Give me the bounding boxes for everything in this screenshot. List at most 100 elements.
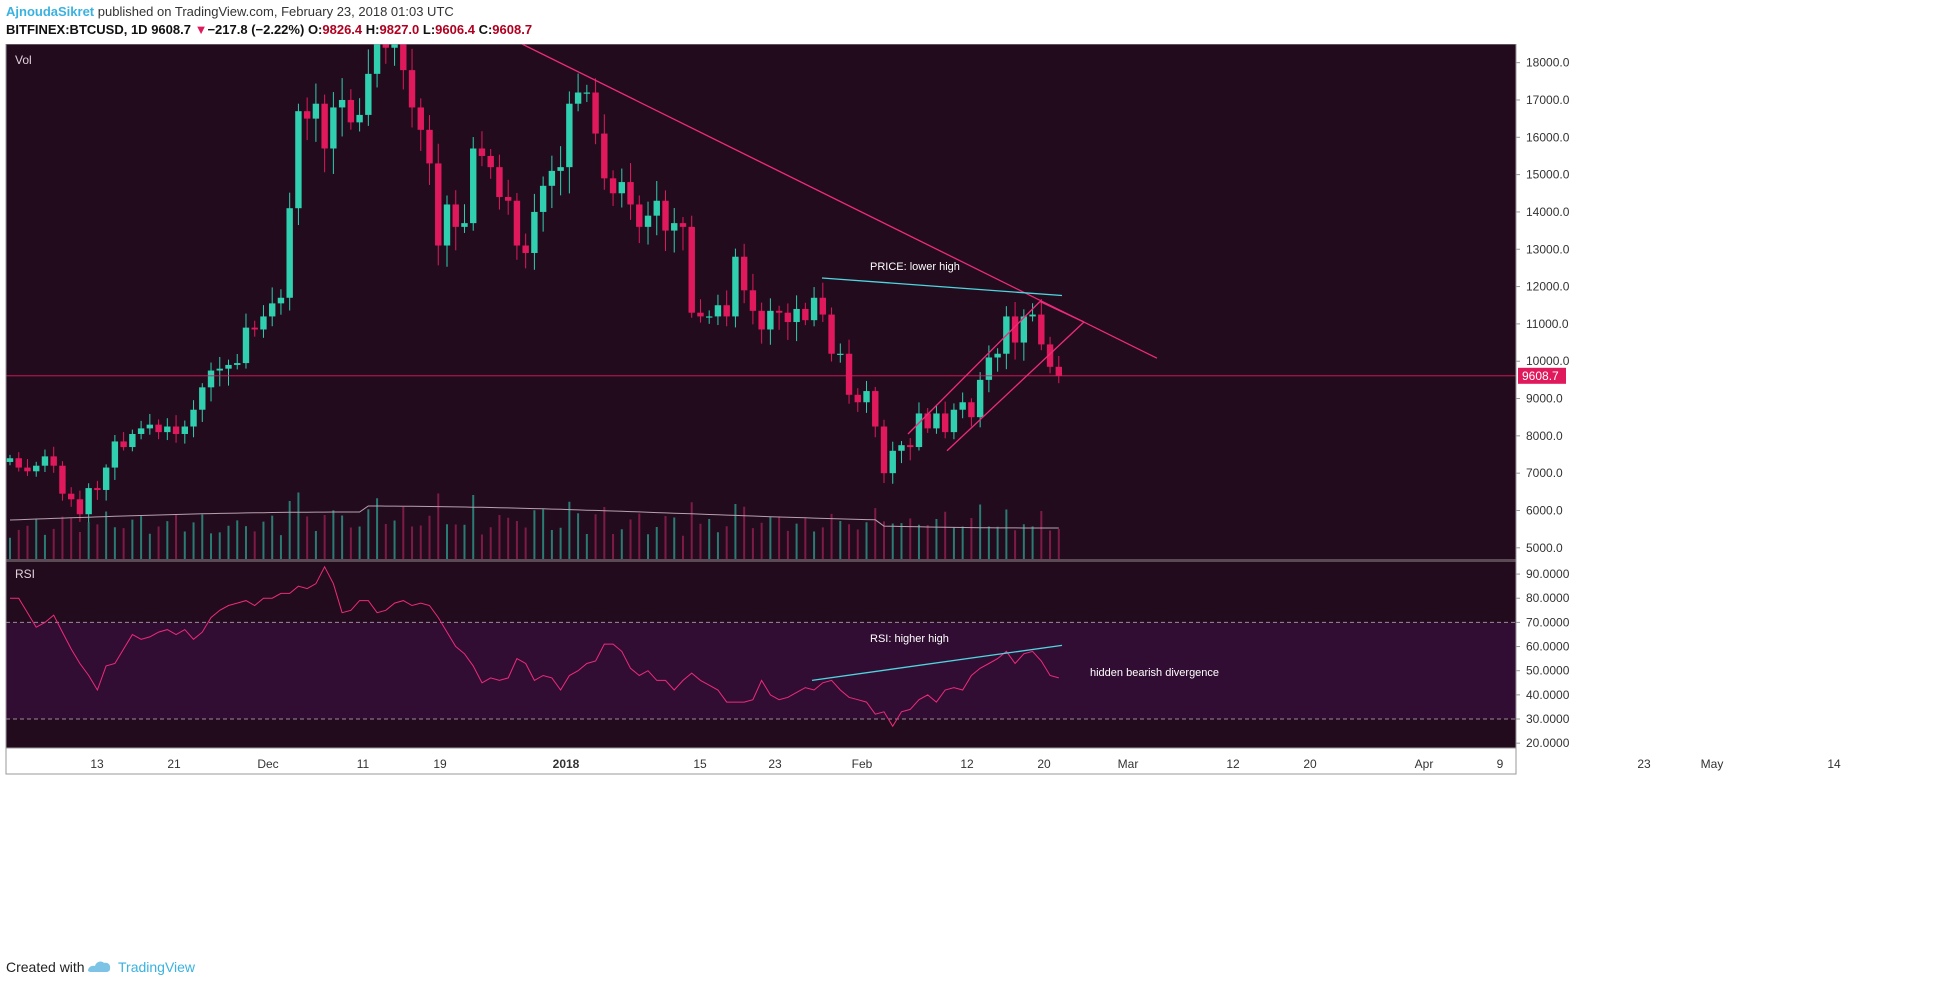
volume-bar <box>157 526 160 559</box>
candle-body <box>487 155 494 168</box>
candle-body <box>531 211 538 253</box>
candle-body <box>671 223 678 231</box>
rsi-tick-label: 80.0000 <box>1526 591 1570 605</box>
rsi-tick-label: 30.0000 <box>1526 712 1570 726</box>
rsi-higher-high-label: RSI: higher high <box>870 633 949 645</box>
volume-bar <box>603 507 606 559</box>
chart-canvas[interactable]: 18000.0 17000.0 16000.0 15000.0 14000.0 13000… <box>0 44 1950 948</box>
volume-bar <box>848 524 851 559</box>
volume-bar <box>944 511 947 559</box>
candle-body <box>915 413 923 448</box>
volume-bar <box>594 514 597 559</box>
volume-bar <box>288 501 291 559</box>
channel-lower-line <box>946 321 1085 452</box>
volume-bar <box>428 515 431 559</box>
volume-bar <box>1049 530 1052 559</box>
candle-body <box>260 316 267 330</box>
candle-body <box>400 44 407 71</box>
volume-bar <box>961 526 964 559</box>
candle-body <box>714 305 722 317</box>
volume-bar <box>454 524 457 559</box>
volume-bar <box>673 517 676 559</box>
candle-body <box>225 364 232 369</box>
tradingview-brand-link[interactable]: TradingView <box>118 959 196 975</box>
rsi-band <box>6 622 1516 720</box>
volume-bar <box>874 508 877 559</box>
volume-bar <box>87 522 90 559</box>
candle-body <box>94 488 101 490</box>
price-tick-label: 9000.0 <box>1526 392 1563 406</box>
price-tick-label: 6000.0 <box>1526 503 1563 517</box>
volume-bar <box>175 514 178 559</box>
volume-bar <box>279 535 282 559</box>
volume-bar <box>716 532 719 559</box>
candle-body <box>950 409 958 433</box>
price-panel-bg <box>6 44 1516 559</box>
volume-bar <box>26 525 29 559</box>
candle-body <box>67 493 75 500</box>
time-tick-label: 23 <box>1637 757 1651 771</box>
close-value: 9608.7 <box>492 22 533 37</box>
hidden-divergence-label: hidden bearish divergence <box>1090 667 1219 679</box>
volume-bar <box>690 502 693 559</box>
chart-frame <box>5 44 1517 775</box>
tradingview-logo-icon[interactable] <box>86 957 112 980</box>
volume-bar <box>262 521 265 559</box>
candle-body <box>59 465 66 494</box>
candle-body <box>312 103 320 119</box>
time-tick-label: Feb <box>852 757 873 771</box>
candle-body <box>408 70 416 108</box>
candle-body <box>496 167 503 198</box>
volume-bar <box>70 518 73 559</box>
candle-body <box>662 200 669 231</box>
candle-body <box>417 107 424 130</box>
candle-body <box>793 308 800 323</box>
panel-divider <box>6 559 1516 562</box>
volume-bar <box>113 527 116 559</box>
candle-body <box>286 208 293 298</box>
candle-body <box>941 413 949 433</box>
volume-bar <box>751 528 754 559</box>
volume-bar <box>52 528 55 559</box>
volume-bar <box>533 510 536 559</box>
volume-bar <box>358 526 361 559</box>
candle-body <box>216 368 223 371</box>
candle-body <box>1038 314 1045 345</box>
close-label: C: <box>478 22 493 37</box>
price-tick-label: 15000.0 <box>1526 168 1570 182</box>
candle-body <box>784 312 792 323</box>
header: AjnoudaSikret published on TradingView.c… <box>0 0 1950 44</box>
volume-bar <box>795 523 798 559</box>
volume-bar <box>830 513 833 559</box>
author-link[interactable]: AjnoudaSikret <box>6 4 95 19</box>
candle-body <box>251 327 258 330</box>
candle-body <box>347 99 355 123</box>
candle-body <box>6 458 14 462</box>
candle-body <box>889 450 896 474</box>
volume-bar <box>131 519 134 559</box>
candle-body <box>513 200 521 246</box>
volume-bar <box>210 533 213 559</box>
volume-bar <box>306 516 309 559</box>
price-tick-label: 10000.0 <box>1526 354 1570 368</box>
candle-body <box>933 413 940 429</box>
candle-body <box>391 44 398 48</box>
time-tick-label: 11 <box>357 757 370 771</box>
last-price: 9608.7 <box>151 22 191 37</box>
candle-body <box>15 458 22 468</box>
candle-body <box>959 402 966 410</box>
high-label: H: <box>365 22 380 37</box>
volume-bar <box>166 521 169 559</box>
last-price-tag <box>1518 367 1566 384</box>
candle-body <box>269 303 276 317</box>
candle-body <box>295 111 302 209</box>
volume-bar <box>786 530 789 559</box>
volume-bar <box>17 529 20 559</box>
candle-body <box>679 223 687 227</box>
volume-bar <box>384 524 387 559</box>
volume-bar <box>568 501 571 559</box>
candle-body <box>828 314 835 354</box>
time-tick-label: 2018 <box>553 757 580 771</box>
candle-body <box>976 379 984 418</box>
volume-bar <box>341 515 344 559</box>
